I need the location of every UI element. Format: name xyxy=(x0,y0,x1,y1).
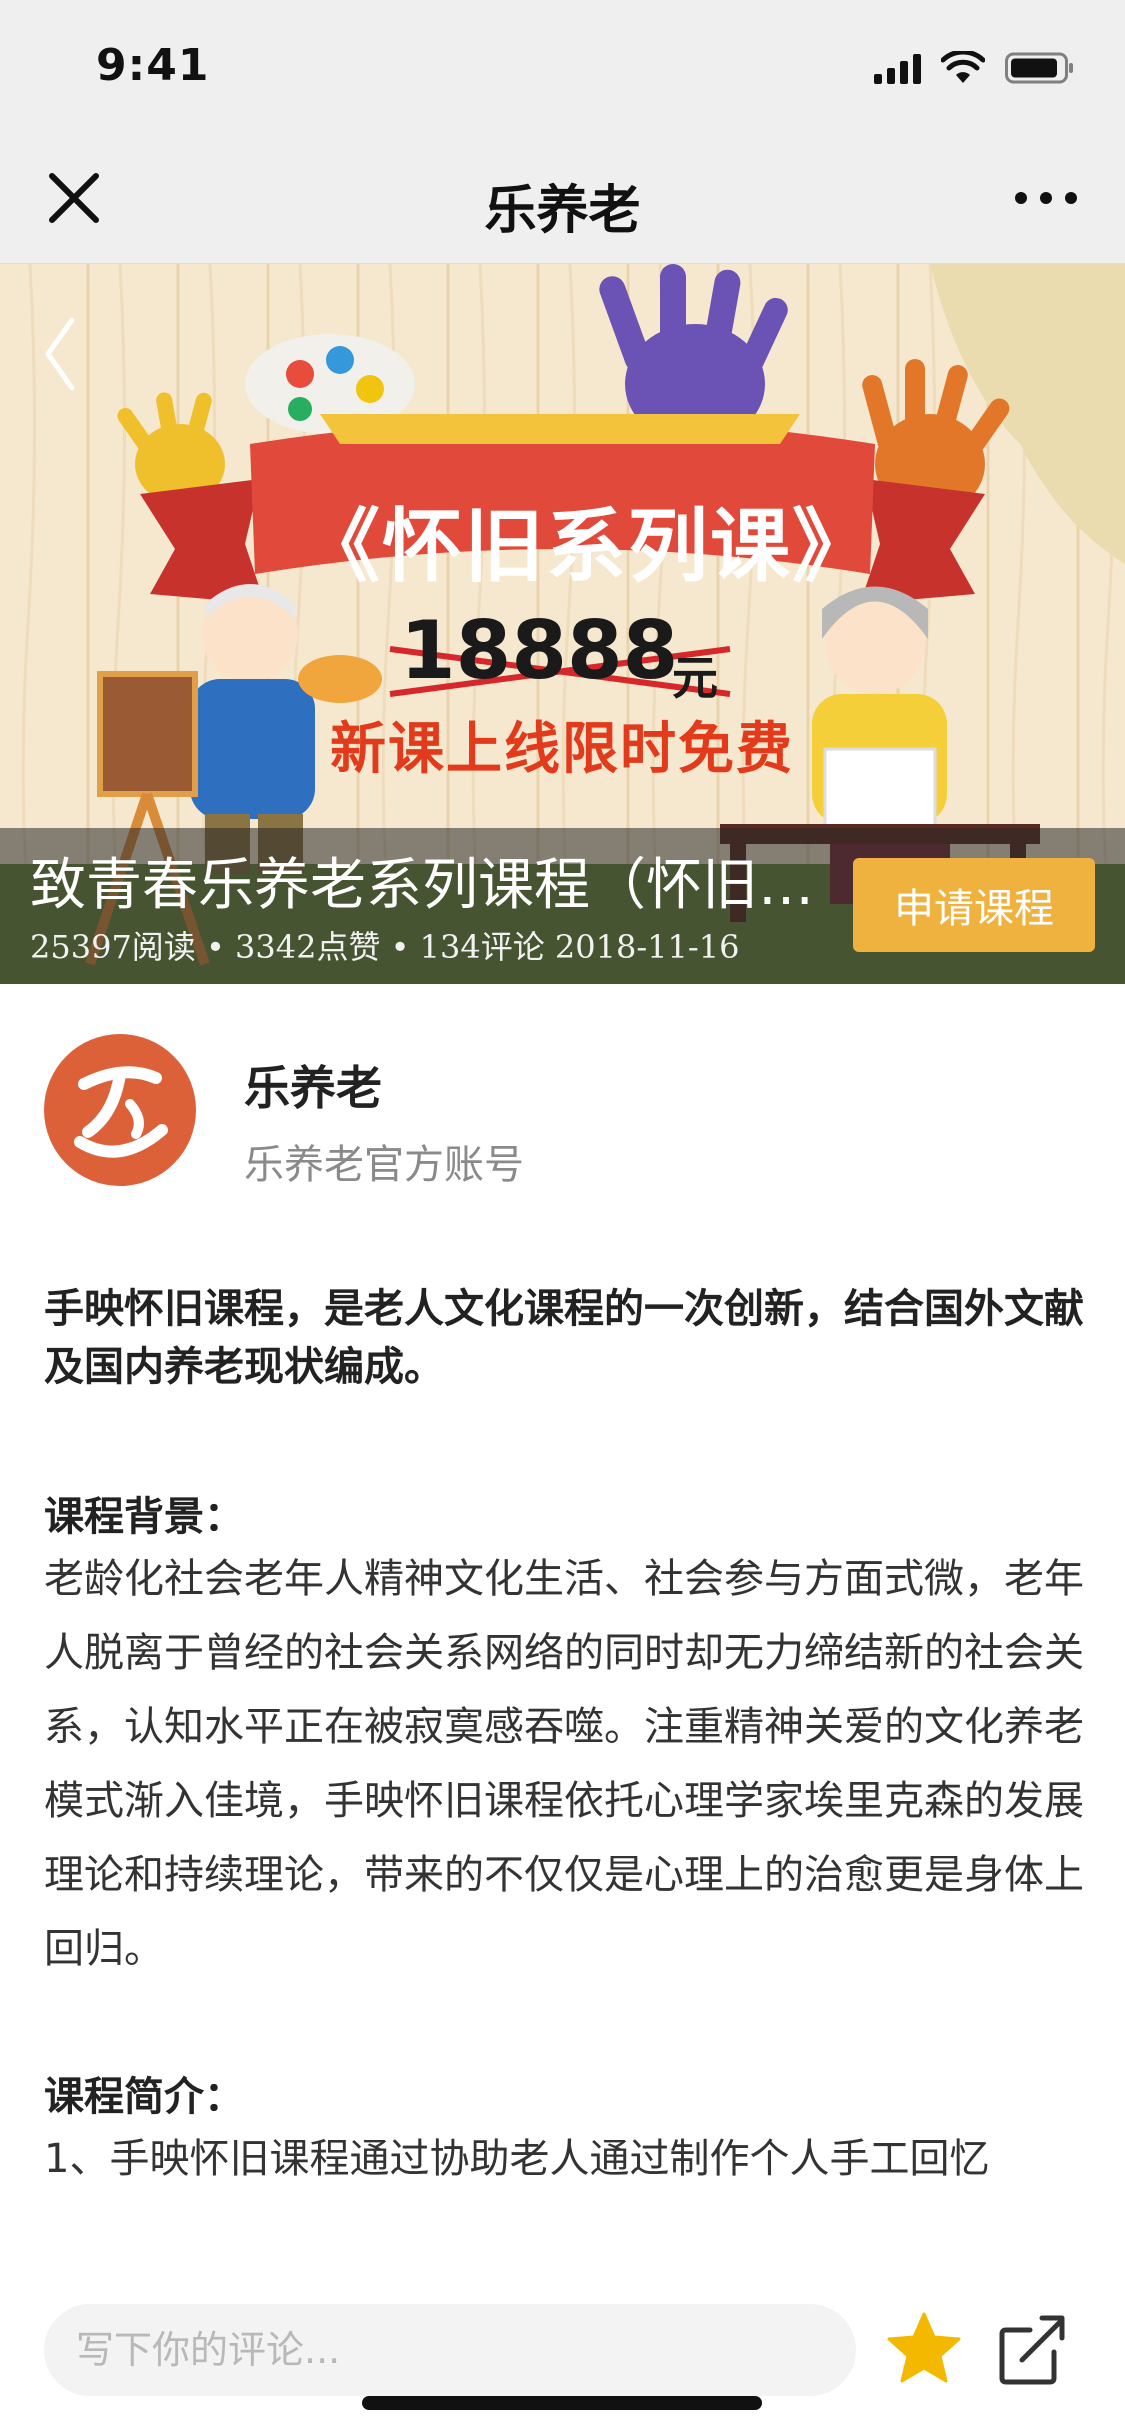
banner-price-unit: 元 xyxy=(672,651,718,705)
page-title: 乐养老 xyxy=(484,181,641,241)
author-name: 乐养老 xyxy=(244,1061,382,1115)
article-body: 手映怀旧课程，是老人文化课程的一次创新，结合国外文献及国内养老现状编成。 课程背… xyxy=(44,1280,1084,2196)
comment-bar xyxy=(0,2280,1125,2436)
home-indicator xyxy=(362,2396,762,2410)
course-title: 致青春乐养老系列课程（怀旧… xyxy=(30,853,814,918)
apply-course-button[interactable]: 申请课程 xyxy=(853,858,1095,952)
section-heading-background: 课程背景： xyxy=(44,1494,244,1540)
author-subtitle: 乐养老官方账号 xyxy=(244,1142,524,1188)
avatar[interactable] xyxy=(44,1034,196,1186)
banner-promo-text: 新课上线限时免费 xyxy=(330,717,794,782)
status-bar: 9:41 xyxy=(0,0,1125,132)
wifi-icon xyxy=(941,51,985,83)
signal-icon xyxy=(874,52,921,84)
section-heading-intro: 课程简介： xyxy=(44,2074,244,2120)
author-card[interactable]: 乐养老 乐养老官方账号 xyxy=(44,1034,1084,1194)
battery-icon xyxy=(1005,52,1073,84)
course-banner[interactable]: 《怀旧系列课》 18888 元 新课上线限时免费 致青春乐养老系列课程（怀旧… … xyxy=(0,264,1125,984)
banner-original-price: 18888 xyxy=(400,604,679,697)
article-lead: 手映怀旧课程，是老人文化课程的一次创新，结合国外文献及国内养老现状编成。 xyxy=(44,1286,1084,1390)
status-time: 9:41 xyxy=(96,40,210,91)
comment-input[interactable] xyxy=(44,2304,856,2396)
course-stats: 25397阅读 • 3342点赞 • 134评论 2018-11-16 xyxy=(30,928,740,966)
status-icons xyxy=(874,50,1075,86)
banner-ribbon-text: 《怀旧系列课》 xyxy=(300,500,874,593)
close-icon[interactable] xyxy=(44,168,104,228)
share-icon[interactable] xyxy=(992,2308,1072,2388)
chevron-left-icon[interactable] xyxy=(40,314,80,394)
banner-caption: 致青春乐养老系列课程（怀旧… 25397阅读 • 3342点赞 • 134评论 … xyxy=(0,828,1125,984)
section-body-intro: 1、手映怀旧课程通过协助老人通过制作个人手工回忆 xyxy=(44,2136,990,2182)
brand-logo-icon xyxy=(74,1066,168,1158)
nav-bar: 乐养老 xyxy=(0,132,1125,264)
star-icon[interactable] xyxy=(884,2308,964,2388)
more-icon[interactable] xyxy=(1011,168,1081,228)
section-body-background: 老龄化社会老年人精神文化生活、社会参与方面式微，老年人脱离于曾经的社会关系网络的… xyxy=(44,1556,1084,1972)
